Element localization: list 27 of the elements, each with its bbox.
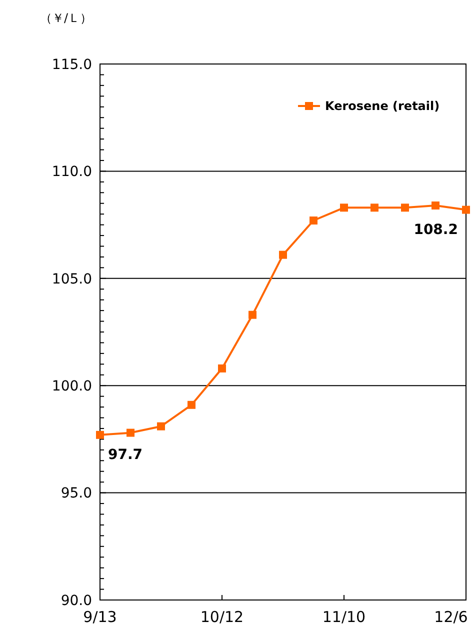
point	[370, 204, 378, 212]
point	[96, 430, 104, 439]
x-tick-label: 10/12	[200, 608, 244, 626]
point	[126, 428, 134, 437]
point	[340, 204, 348, 212]
x-tick-label: 9/13	[83, 608, 117, 626]
point	[157, 422, 165, 430]
legend-label: Kerosene (retail)	[325, 99, 440, 114]
x-tick-label: 11/10	[322, 608, 366, 626]
point	[188, 400, 196, 409]
text: 90.0	[60, 592, 92, 609]
x-tick-label: 12/6	[434, 608, 468, 626]
y-tick-label: 95.0	[60, 486, 92, 502]
y-tick-label: 110.0	[52, 164, 92, 180]
point	[462, 206, 470, 214]
point	[248, 310, 256, 319]
point	[310, 216, 318, 225]
point	[432, 202, 440, 210]
annotation: 108.2	[414, 222, 458, 238]
point	[401, 204, 409, 212]
y-tick-label: 105.0	[52, 271, 92, 288]
y-tick-label: 100.0	[52, 378, 92, 394]
y-tick-label: 115.0	[52, 56, 92, 73]
point	[218, 364, 226, 372]
y-axis-title: （￥/Ｌ）	[40, 11, 92, 25]
point	[279, 250, 287, 259]
annotation: 97.7	[108, 446, 143, 463]
